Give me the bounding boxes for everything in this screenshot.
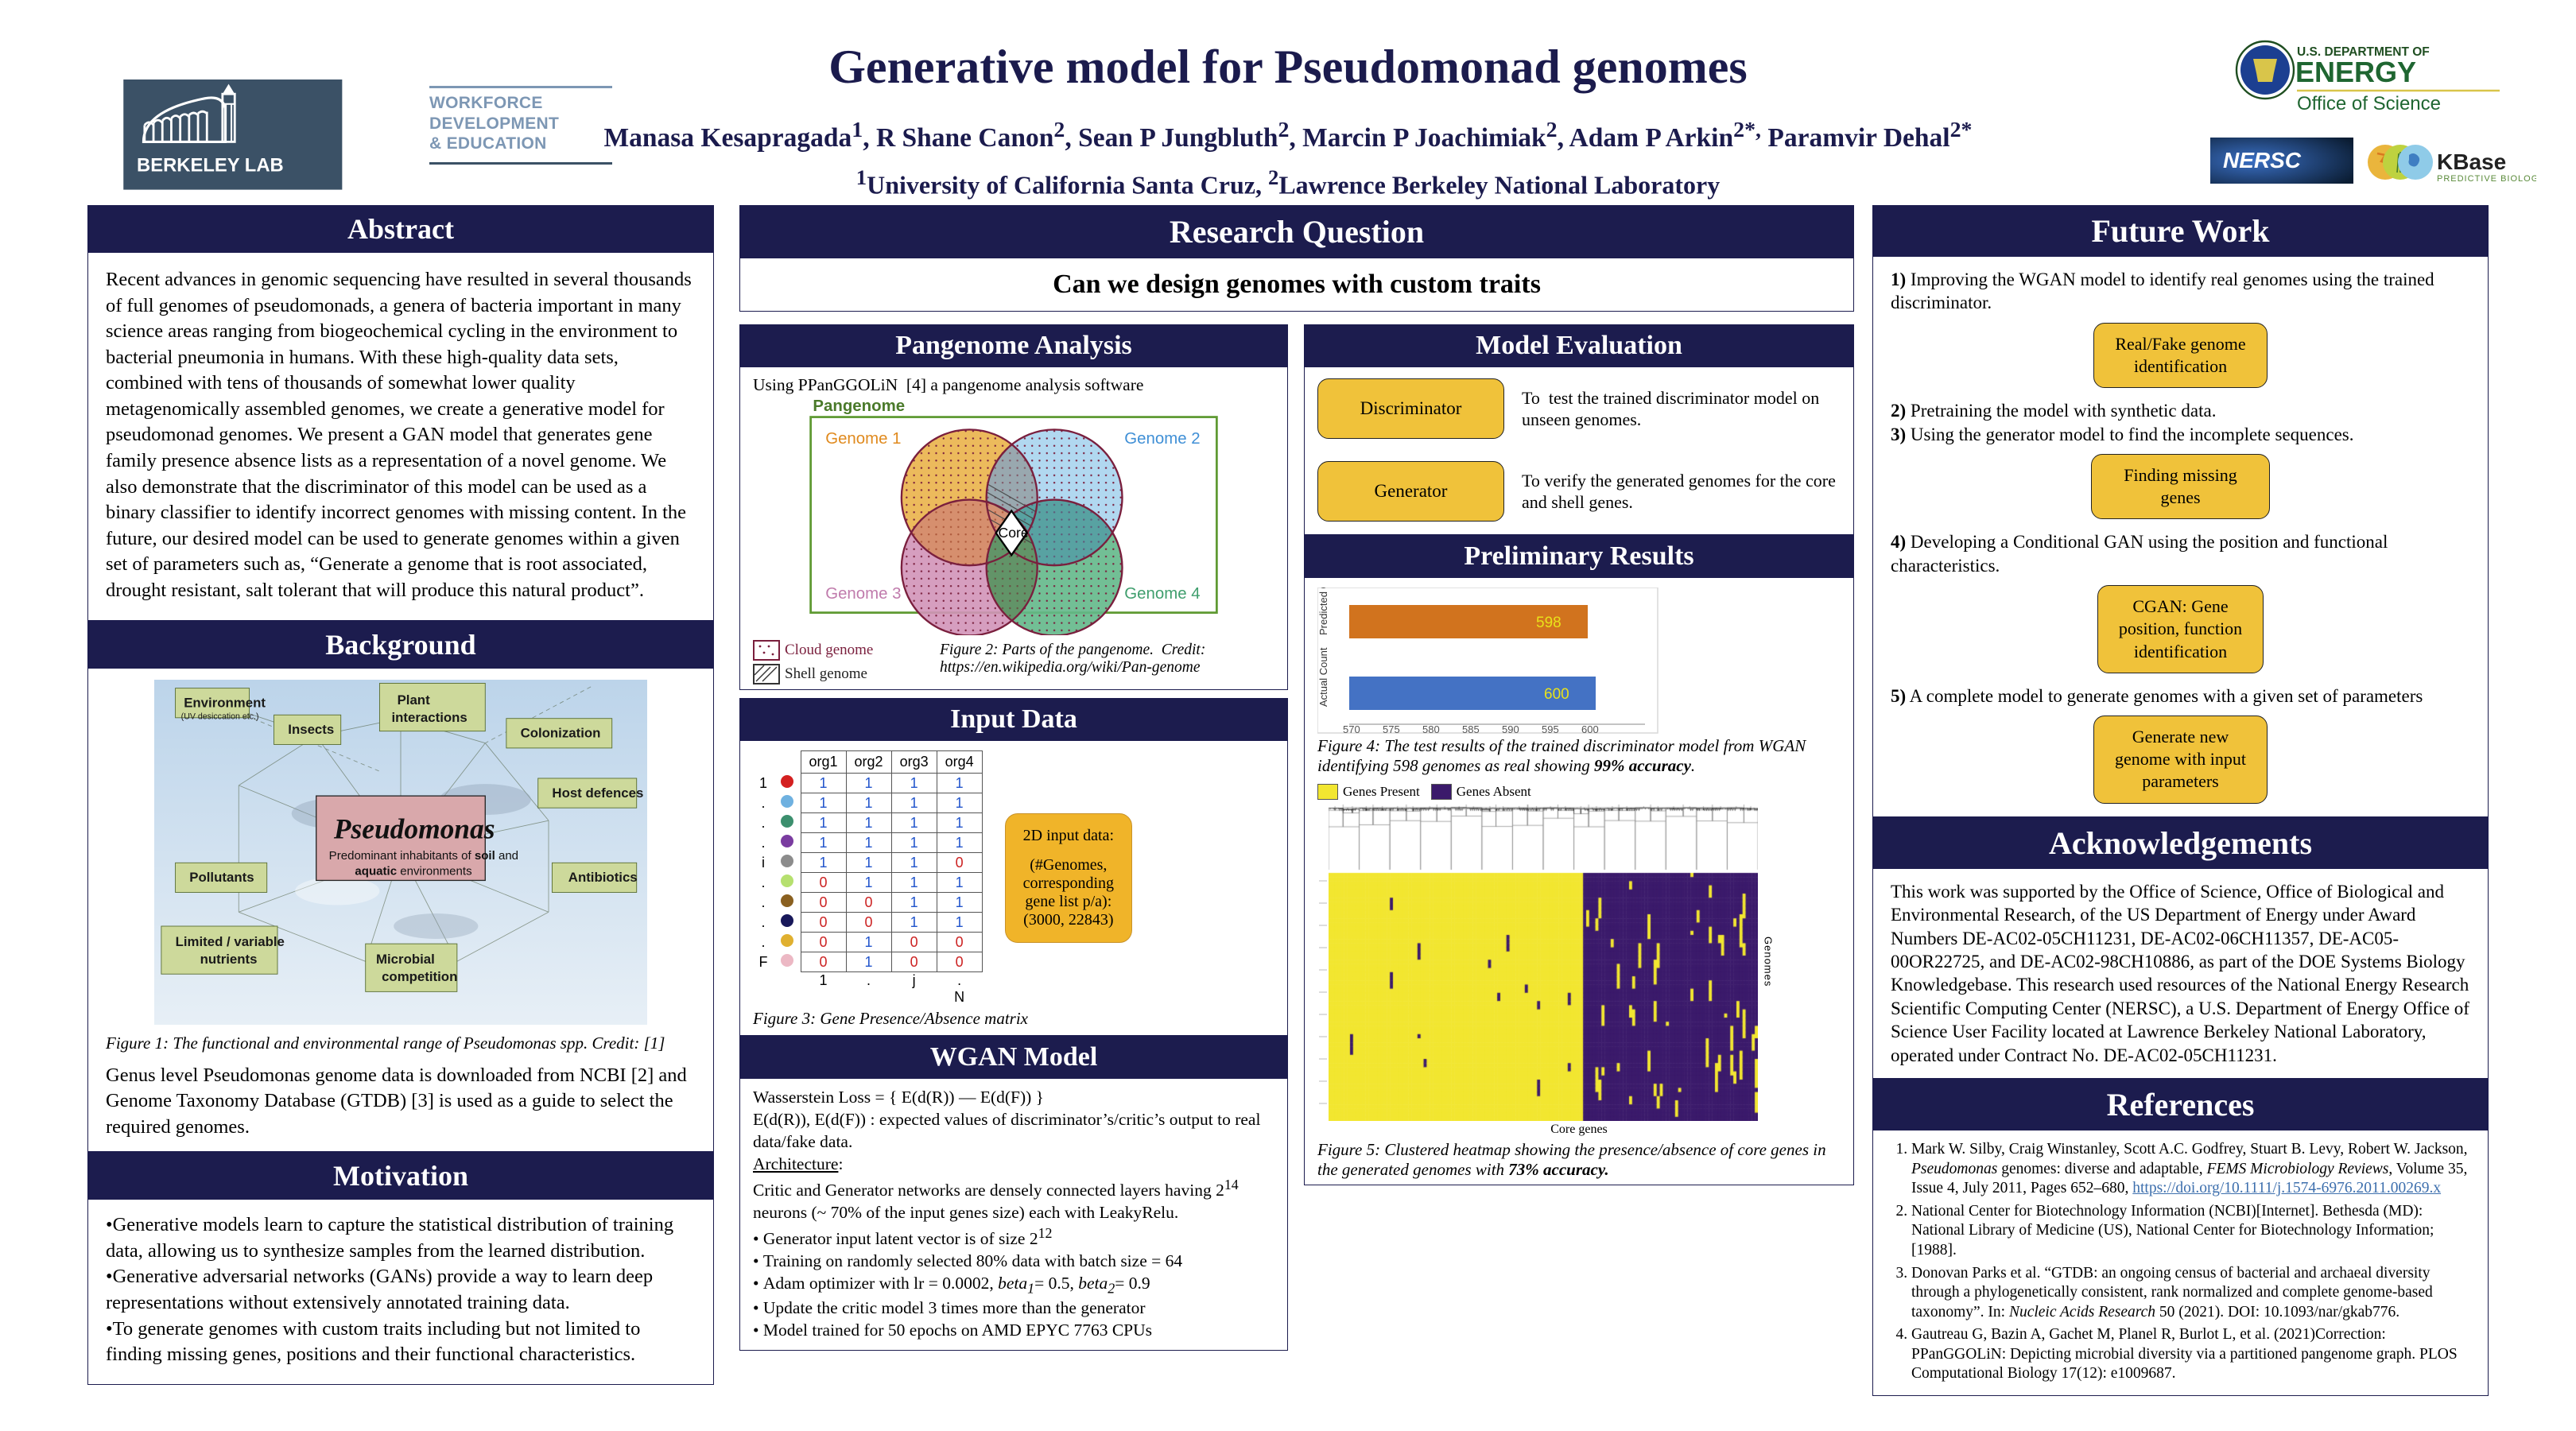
svg-text:Pangenome: Pangenome [813, 398, 905, 415]
svg-text:Genome 1: Genome 1 [825, 430, 901, 448]
svg-text:Limited / variable: Limited / variable [176, 933, 285, 948]
svg-text:Predominant inhabitants of soi: Predominant inhabitants of soil and [329, 848, 518, 862]
svg-text:580: 580 [1422, 723, 1440, 735]
svg-text:Plant: Plant [398, 692, 431, 708]
svg-text:ENERGY: ENERGY [2295, 56, 2416, 88]
svg-text:595: 595 [1542, 723, 1559, 735]
svg-text:competition: competition [382, 969, 457, 984]
svg-text:Insects: Insects [288, 722, 334, 737]
svg-text:600: 600 [1581, 723, 1599, 735]
svg-text:(UV desiccation etc.): (UV desiccation etc.) [181, 712, 259, 721]
svg-text:Actual Count: Actual Count [1317, 647, 1329, 707]
svg-text:Microbial: Microbial [376, 951, 435, 966]
svg-text:Antibiotics: Antibiotics [568, 870, 638, 885]
svg-text:Colonization: Colonization [521, 725, 601, 740]
svg-text:Office of Science: Office of Science [2297, 93, 2441, 114]
svg-text:585: 585 [1462, 723, 1480, 735]
svg-text:Genome 3: Genome 3 [825, 585, 901, 603]
svg-text:aquatic environments: aquatic environments [355, 864, 471, 878]
svg-text:NERSC: NERSC [2223, 148, 2302, 173]
svg-text:Genome 2: Genome 2 [1124, 430, 1200, 448]
svg-text:575: 575 [1383, 723, 1400, 735]
svg-text:nutrients: nutrients [200, 951, 258, 966]
svg-text:598: 598 [1536, 615, 1562, 631]
svg-text:Environment: Environment [184, 695, 266, 710]
svg-text:Host defences: Host defences [552, 785, 643, 800]
svg-text:590: 590 [1502, 723, 1519, 735]
svg-text:Predicted Count: Predicted Count [1317, 588, 1329, 635]
svg-text:PREDICTIVE BIOLOGY: PREDICTIVE BIOLOGY [2437, 174, 2536, 184]
svg-text:600: 600 [1544, 686, 1569, 703]
svg-text:interactions: interactions [391, 710, 467, 725]
svg-text:Core: Core [999, 525, 1029, 541]
svg-text:Genome 4: Genome 4 [1124, 585, 1200, 603]
svg-text:Pseudomonas: Pseudomonas [333, 812, 495, 844]
svg-text:KBase: KBase [2437, 149, 2506, 174]
svg-text:Pollutants: Pollutants [189, 870, 254, 885]
svg-text:570: 570 [1343, 723, 1360, 735]
